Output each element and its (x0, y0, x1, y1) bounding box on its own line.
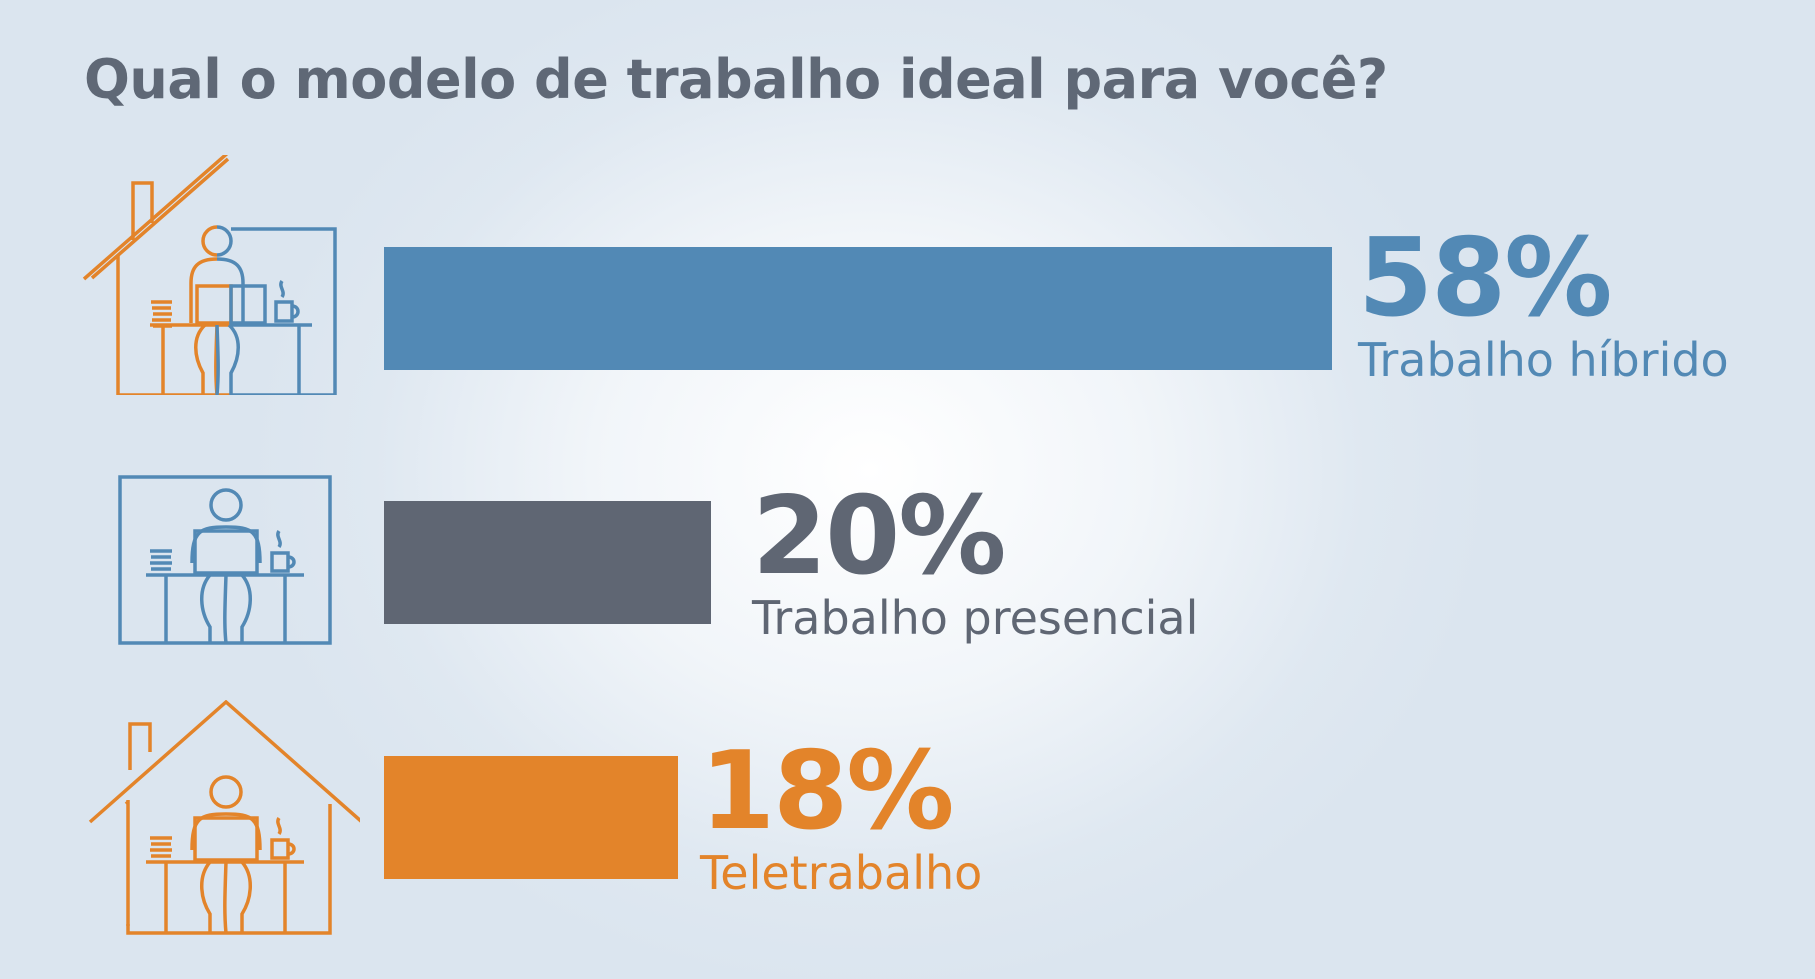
office-work-icon (118, 475, 332, 645)
label-hybrid: 58% Trabalho híbrido (1358, 225, 1729, 386)
bar-tele (384, 756, 678, 879)
category-label-hybrid: Trabalho híbrido (1358, 333, 1729, 387)
label-tele: 18% Teletrabalho (700, 738, 982, 899)
value-label-hybrid: 58% (1358, 216, 1613, 341)
hybrid-work-icon (82, 155, 337, 395)
row-tele: 18% Teletrabalho (0, 700, 1815, 940)
row-hybrid: 58% Trabalho híbrido (0, 155, 1815, 395)
category-label-tele: Teletrabalho (700, 846, 983, 900)
value-label-presencial: 20% (752, 474, 1007, 599)
bar-presencial (384, 501, 711, 624)
row-presencial: 20% Trabalho presencial (0, 465, 1815, 705)
bar-hybrid (384, 247, 1332, 370)
value-label-tele: 18% (700, 729, 955, 854)
chart-title: Qual o modelo de trabalho ideal para voc… (84, 48, 1388, 111)
home-work-icon (88, 700, 360, 935)
category-label-presencial: Trabalho presencial (752, 591, 1199, 645)
label-presencial: 20% Trabalho presencial (752, 483, 1198, 644)
